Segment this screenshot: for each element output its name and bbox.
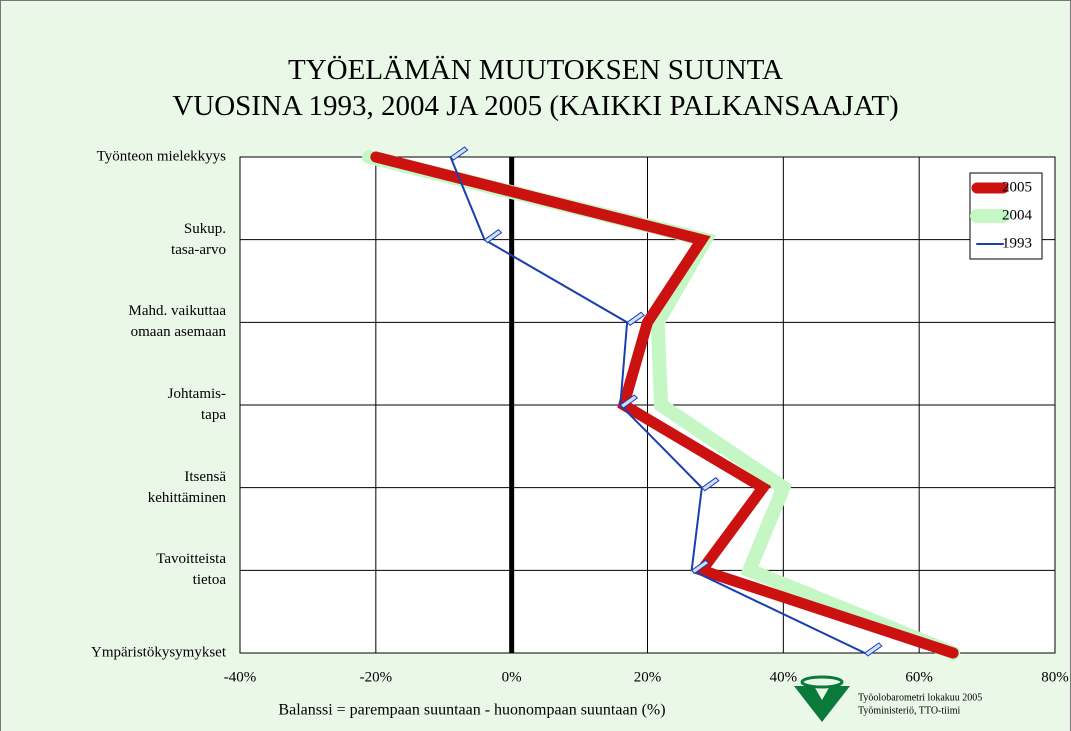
x-tick-label: 0% xyxy=(502,669,522,685)
legend-label: 1993 xyxy=(1002,235,1032,251)
marker xyxy=(701,477,720,492)
marker xyxy=(690,559,710,574)
marker xyxy=(483,229,503,244)
y-tick-label: Ympäristökysymykset xyxy=(91,644,226,661)
x-tick-label: -20% xyxy=(360,669,393,685)
logo xyxy=(794,675,850,722)
x-tick-label: 40% xyxy=(770,669,798,685)
legend-label: 2004 xyxy=(1002,207,1033,223)
source-note: Työministeriö, TTO-tiimi xyxy=(858,705,960,716)
x-tick-label: 60% xyxy=(905,669,933,685)
y-tick-label: Sukup. tasa-arvo xyxy=(171,220,226,258)
x-tick-label: 80% xyxy=(1041,669,1069,685)
marker xyxy=(619,394,639,409)
y-tick-label: Tavoitteista tietoa xyxy=(156,551,226,589)
y-tick-label: Itsensä kehittäminen xyxy=(147,468,226,506)
source-note: Työolobarometri lokakuu 2005 xyxy=(858,692,982,703)
y-tick-label: Työnteon mielekkyys xyxy=(96,148,226,165)
chart-title: TYÖELÄMÄN MUUTOKSEN SUUNTA VUOSINA 1993,… xyxy=(172,54,899,122)
legend-label: 2005 xyxy=(1002,179,1032,195)
y-tick-label: Johtamis- tapa xyxy=(167,386,226,423)
x-axis-label: Balanssi = parempaan suuntaan - huonompa… xyxy=(278,702,665,719)
x-tick-label: -40% xyxy=(224,669,257,685)
marker xyxy=(626,311,645,326)
marker xyxy=(449,146,469,161)
x-tick-label: 20% xyxy=(634,669,662,685)
marker xyxy=(864,642,883,657)
y-tick-label: Mahd. vaikuttaa omaan asemaan xyxy=(128,303,226,341)
